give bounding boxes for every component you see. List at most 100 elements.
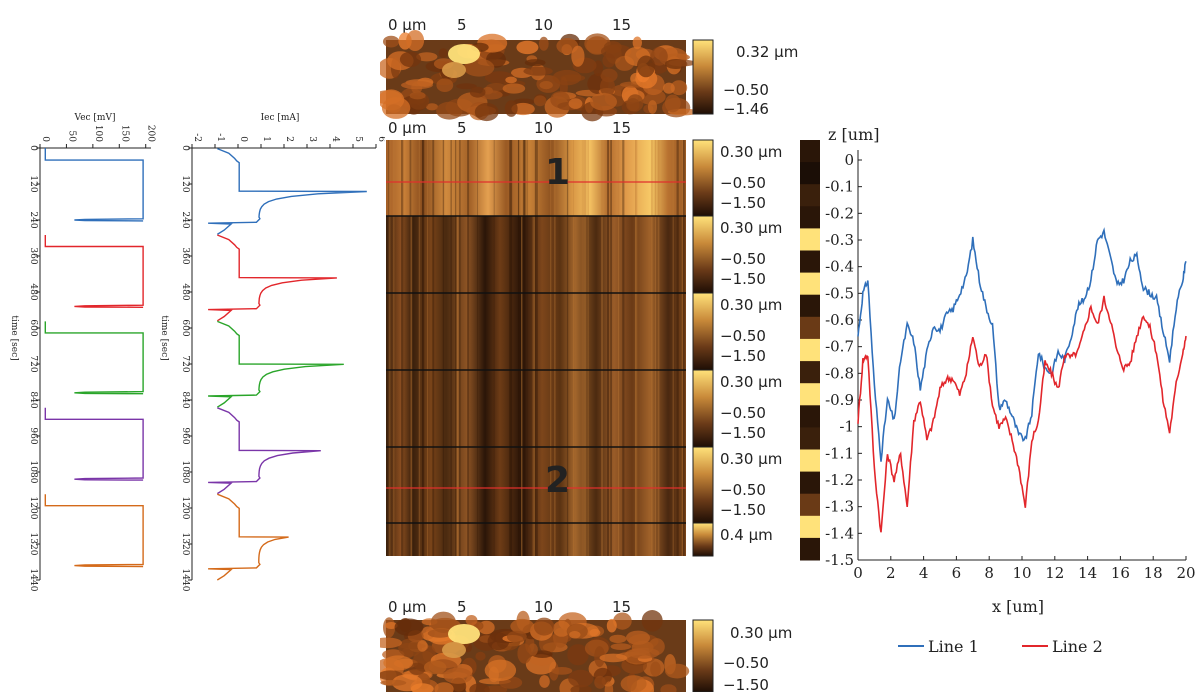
profile-strip-band-17 bbox=[800, 515, 820, 539]
afm-top-img-grain bbox=[664, 94, 681, 113]
iec-cycle-blue bbox=[208, 147, 367, 235]
afm-main-cb-high-2: 0.30 µm bbox=[720, 296, 782, 314]
vec-cycle-orange bbox=[44, 494, 144, 568]
iec-ttick-label-0: 0 bbox=[180, 145, 190, 151]
profile-ytick-label-2: -0.2 bbox=[825, 204, 854, 222]
profile-strip-band-8 bbox=[800, 316, 820, 340]
afm-main-cb-mid-4: −0.50 bbox=[720, 481, 766, 499]
afm-main-cb-high-3: 0.30 µm bbox=[720, 373, 782, 391]
afm-main-streak bbox=[410, 140, 412, 556]
afm-top-img-grain bbox=[552, 69, 582, 86]
afm-top-img-bright-grain-2 bbox=[442, 62, 466, 78]
afm-bottom-img-grain bbox=[443, 667, 473, 684]
afm-top-img-grain bbox=[463, 58, 495, 77]
profile-xtick-label-2: 4 bbox=[919, 564, 929, 582]
afm-bottom-img-grain bbox=[394, 618, 424, 636]
afm-top-cb-mid: −0.50 bbox=[723, 81, 769, 99]
afm-main-streak bbox=[533, 140, 535, 556]
afm-main-streak bbox=[493, 140, 495, 556]
afm-top-tick-10: 10 bbox=[534, 16, 553, 34]
vec-ylabel: Vec [mV] bbox=[74, 113, 116, 123]
afm-top-img-grain bbox=[504, 100, 518, 117]
profile-ytick-label-12: -1.2 bbox=[825, 471, 854, 489]
afm-main-streak bbox=[393, 140, 395, 556]
profile-strip-band-14 bbox=[800, 449, 820, 473]
profile-series-1 bbox=[857, 227, 1187, 462]
afm-top-img-grain bbox=[600, 77, 615, 97]
profile-strip-band-3 bbox=[800, 206, 820, 229]
profile-ytick-label-3: -0.3 bbox=[825, 231, 854, 249]
afm-bottom-img-grain bbox=[641, 610, 663, 632]
vec-ticks: 0 50 100 150 200 0 120 240 360 480 600 720 840 960 108… bbox=[28, 125, 156, 592]
afm-main-streak bbox=[427, 140, 428, 556]
afm-bottom-img-grain bbox=[604, 681, 614, 692]
profile-strip-band-4 bbox=[800, 228, 820, 251]
afm-main-streak bbox=[534, 140, 535, 556]
afm-top-img-grain bbox=[670, 80, 688, 96]
afm-top-img-grain bbox=[523, 66, 553, 76]
vec-axes bbox=[39, 147, 151, 580]
afm-main-streak bbox=[583, 140, 584, 556]
afm-bottom-img-grain bbox=[510, 618, 535, 634]
afm-bottom-cb-high: 0.30 µm bbox=[730, 624, 792, 642]
vec-cycle-purple bbox=[44, 407, 144, 481]
afm-bottom-image bbox=[380, 610, 690, 692]
iec-vtick-label-4: 2 bbox=[284, 136, 294, 142]
afm-main-cb-low-3: −1.50 bbox=[720, 424, 766, 442]
afm-main-streak bbox=[518, 140, 520, 556]
iec-ylabel: Iec [mA] bbox=[261, 113, 300, 123]
afm-top-img-grain bbox=[505, 76, 517, 84]
afm-top-img-grain bbox=[668, 59, 697, 67]
afm-bottom-img-grain bbox=[665, 663, 690, 679]
profile-xlabel: x [um] bbox=[992, 597, 1044, 616]
afm-bottom-img-grain bbox=[383, 655, 413, 671]
profile-strip-band-9 bbox=[800, 338, 820, 362]
afm-top-img-grain bbox=[474, 102, 499, 122]
vec-voltage-chart: 0 50 100 150 200 0 120 240 360 480 600 720 840 960 108… bbox=[9, 113, 156, 592]
afm-main-streak bbox=[683, 140, 685, 556]
profile-ytick-label-5: -0.5 bbox=[825, 284, 854, 302]
afm-main-streak bbox=[450, 140, 452, 556]
legend-line-2-label: Line 2 bbox=[1052, 637, 1103, 656]
afm-top-img-grain bbox=[401, 81, 433, 90]
iec-vtick-label-0: -2 bbox=[192, 133, 202, 142]
afm-main-streak bbox=[535, 140, 538, 556]
afm-top-img-grain bbox=[538, 36, 549, 51]
afm-bottom-img-grain bbox=[484, 659, 517, 681]
afm-bottom-img-grain bbox=[410, 683, 434, 692]
iec-ttick-label-12: 1440 bbox=[180, 569, 190, 592]
afm-main-cb-low-2: −1.50 bbox=[720, 347, 766, 365]
vec-ttick-label-6: 720 bbox=[28, 355, 38, 372]
afm-bottom-img-grain bbox=[484, 685, 508, 692]
afm-main-streak bbox=[509, 140, 511, 556]
afm-bottom-img-grain bbox=[613, 612, 632, 630]
afm-main-segment-3 bbox=[386, 370, 686, 447]
iec-vtick-label-3: 1 bbox=[261, 136, 271, 142]
afm-bottom-img-grain bbox=[551, 667, 573, 675]
afm-main-streak bbox=[409, 140, 412, 556]
vec-vtick-label-3: 150 bbox=[119, 125, 129, 142]
afm-main-streak bbox=[418, 140, 421, 556]
afm-bottom-img-bright-grain bbox=[448, 624, 480, 644]
profile-strip-band-2 bbox=[800, 184, 820, 207]
afm-main-colorbar-4 bbox=[692, 446, 714, 524]
iec-cycle-red bbox=[208, 234, 337, 322]
afm-top-img-grain bbox=[438, 48, 448, 59]
vec-ttick-label-1: 120 bbox=[28, 175, 38, 192]
afm-main-streak bbox=[581, 140, 583, 556]
afm-top-axis: 0 µm 5 10 15 bbox=[388, 16, 631, 34]
profile-strip-band-11 bbox=[800, 383, 820, 406]
afm-top-img-bright-grain bbox=[448, 44, 480, 64]
afm-main-tick-15: 15 bbox=[612, 119, 631, 137]
afm-panel: 0 µm 5 10 15 0.32 µm −0.50 −1.46 0 µm 5 … bbox=[380, 16, 798, 692]
afm-main-streak bbox=[534, 140, 537, 556]
height-profile-chart: 0 -0.1 -0.2 -0.3 -0.4 -0.5 -0.6 -0.7 -0.8 -0.9 -1 -… bbox=[800, 125, 1196, 656]
afm-main-colorbar-0 bbox=[692, 139, 714, 217]
iec-ttick-label-6: 720 bbox=[180, 355, 190, 372]
afm-top-img-grain bbox=[436, 101, 463, 120]
profile-xtick-label-5: 10 bbox=[1012, 564, 1031, 582]
afm-bottom-img-grain bbox=[380, 679, 407, 686]
afm-main-streak bbox=[422, 140, 425, 556]
iec-xlabel: time [sec] bbox=[159, 315, 169, 360]
